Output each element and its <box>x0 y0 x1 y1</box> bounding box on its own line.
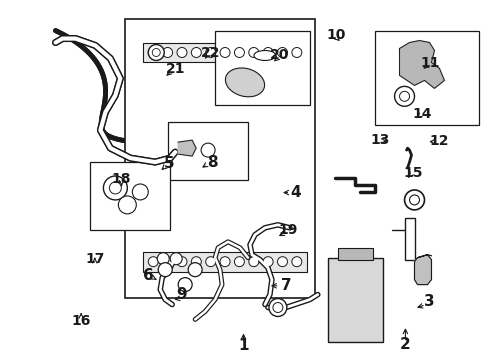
Text: 22: 22 <box>200 46 220 60</box>
Circle shape <box>404 190 424 210</box>
Circle shape <box>170 253 182 265</box>
Text: 4: 4 <box>290 185 301 200</box>
Circle shape <box>163 48 172 58</box>
Polygon shape <box>178 140 196 156</box>
Ellipse shape <box>225 68 264 97</box>
Circle shape <box>148 257 158 267</box>
Polygon shape <box>399 41 444 88</box>
Circle shape <box>263 48 273 58</box>
Circle shape <box>191 48 201 58</box>
Bar <box>374 31 478 125</box>
Circle shape <box>248 48 258 58</box>
Circle shape <box>158 263 172 276</box>
Text: 15: 15 <box>402 166 422 180</box>
Bar <box>327 258 382 342</box>
Circle shape <box>205 257 215 267</box>
Circle shape <box>109 182 121 194</box>
Text: 2: 2 <box>399 337 410 352</box>
Circle shape <box>234 48 244 58</box>
Circle shape <box>188 263 202 276</box>
Circle shape <box>191 257 201 267</box>
Circle shape <box>177 257 186 267</box>
Circle shape <box>408 195 419 205</box>
Text: 12: 12 <box>429 134 448 148</box>
Ellipse shape <box>253 50 275 60</box>
Text: 16: 16 <box>71 314 91 328</box>
Text: 6: 6 <box>143 267 154 283</box>
Text: 19: 19 <box>278 223 298 237</box>
Text: 21: 21 <box>165 62 184 76</box>
Circle shape <box>152 49 160 57</box>
Text: 1: 1 <box>238 338 248 353</box>
Circle shape <box>177 48 186 58</box>
Circle shape <box>248 257 258 267</box>
Text: 7: 7 <box>280 278 291 293</box>
Circle shape <box>263 257 273 267</box>
Polygon shape <box>414 255 430 285</box>
Circle shape <box>291 257 301 267</box>
Circle shape <box>277 48 287 58</box>
Circle shape <box>163 257 172 267</box>
Circle shape <box>268 298 286 316</box>
Circle shape <box>399 91 408 101</box>
Bar <box>143 42 306 62</box>
Circle shape <box>234 257 244 267</box>
Circle shape <box>118 196 136 214</box>
Circle shape <box>272 302 283 312</box>
Text: 10: 10 <box>326 28 345 42</box>
Circle shape <box>220 48 229 58</box>
Text: 14: 14 <box>412 107 431 121</box>
Circle shape <box>178 278 192 292</box>
Text: 9: 9 <box>176 287 186 302</box>
Text: 18: 18 <box>112 172 131 186</box>
Circle shape <box>157 253 169 265</box>
Bar <box>404 218 414 260</box>
Circle shape <box>394 86 414 106</box>
Circle shape <box>132 184 148 200</box>
Bar <box>143 252 306 272</box>
Circle shape <box>291 48 301 58</box>
Text: 20: 20 <box>269 48 289 62</box>
Circle shape <box>205 48 215 58</box>
Circle shape <box>103 176 127 200</box>
Text: 8: 8 <box>207 154 218 170</box>
Circle shape <box>277 257 287 267</box>
Circle shape <box>220 257 229 267</box>
Text: 5: 5 <box>163 156 174 171</box>
Text: 11: 11 <box>419 57 439 71</box>
Bar <box>337 248 372 260</box>
Text: 3: 3 <box>423 294 433 310</box>
Bar <box>215 31 309 105</box>
Bar <box>168 122 247 180</box>
Bar <box>90 162 170 230</box>
Circle shape <box>201 143 215 157</box>
Bar <box>125 19 314 298</box>
Text: 13: 13 <box>369 133 389 147</box>
Circle shape <box>148 48 158 58</box>
Circle shape <box>148 45 164 60</box>
Text: 17: 17 <box>85 252 104 266</box>
